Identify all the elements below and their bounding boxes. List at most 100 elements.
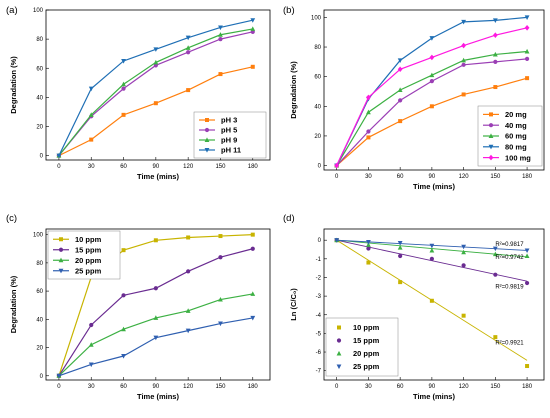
data-point (218, 321, 223, 327)
legend-marker (204, 137, 210, 142)
data-point (250, 232, 255, 237)
data-point (153, 286, 158, 291)
data-point (366, 246, 371, 251)
data-point (398, 98, 403, 103)
data-point (56, 153, 62, 159)
series-15-ppm (56, 246, 255, 378)
panel-1: (a) 0 30 60 90 120 150 180 0 20 40 60 80 100 Time (min… (6, 5, 271, 181)
data-point (429, 247, 435, 253)
data-point (493, 272, 498, 277)
data-point (250, 26, 256, 31)
data-point (397, 240, 403, 246)
data-point (398, 280, 403, 285)
data-point (334, 238, 340, 243)
data-point (88, 112, 94, 117)
legend-entry: pH 11 (221, 146, 241, 155)
y-tick-label: 0 (40, 374, 44, 380)
data-point (429, 36, 435, 41)
legend-entry: pH 9 (221, 136, 237, 145)
y-tick-label: 20 (36, 125, 43, 131)
x-tick-label: 90 (429, 384, 436, 390)
data-point (185, 45, 191, 50)
data-point (153, 335, 159, 341)
legend-marker (205, 118, 209, 122)
x-tick-label: 120 (183, 384, 194, 390)
data-point (250, 64, 255, 69)
data-point (492, 18, 498, 23)
data-point (89, 137, 94, 142)
data-point (185, 308, 191, 313)
panel-4: (d) 0 30 60 90 120 150 180 0 -1 -2 -3 -4 -5 -6 -7 Time (… (283, 213, 545, 401)
x-tick-label: 120 (183, 164, 194, 170)
plot-frame (45, 228, 271, 381)
data-point (218, 32, 223, 37)
legend-entry: 25 ppm (75, 266, 102, 275)
y-tick-label: 60 (36, 289, 43, 295)
legend-marker (204, 127, 210, 133)
panel-2: (b) 0 30 60 90 120 150 180 0 20 40 60 80 100 Time (min… (283, 5, 545, 191)
data-point (366, 109, 371, 115)
data-point (121, 81, 126, 87)
legend-entry: 10 ppm (75, 235, 102, 244)
x-tick-label: 150 (490, 174, 501, 180)
data-point (524, 48, 530, 54)
data-point (429, 72, 435, 78)
data-point (218, 234, 223, 239)
y-tick-label: -5 (316, 331, 322, 337)
y-tick-label: -6 (316, 350, 322, 356)
data-point (250, 246, 255, 251)
y-tick-label: -4 (316, 313, 322, 319)
data-point (250, 291, 256, 296)
legend-marker (489, 112, 493, 117)
data-point (461, 313, 466, 318)
y-tick-label: 40 (36, 95, 43, 101)
data-point (492, 251, 498, 257)
y-tick-label: 60 (314, 75, 321, 81)
legend-entry: pH 5 (221, 126, 237, 135)
data-point (88, 342, 94, 347)
x-tick-label: 0 (57, 164, 61, 170)
data-point (492, 32, 498, 38)
data-point (429, 243, 435, 249)
data-point (153, 238, 158, 243)
data-point (429, 298, 434, 303)
x-axis-label: Time (mins) (413, 182, 455, 191)
x-tick-label: 120 (459, 174, 470, 180)
data-point (218, 255, 223, 260)
data-point (121, 326, 126, 332)
data-point (461, 249, 467, 255)
data-point (492, 51, 498, 57)
r-squared-annotation: R²=0.9817 (495, 242, 524, 248)
data-point (461, 244, 467, 250)
x-tick-label: 90 (153, 164, 160, 170)
legend-marker (58, 268, 64, 274)
x-tick-label: 30 (365, 174, 372, 180)
data-point (525, 76, 530, 81)
plot-frame (323, 9, 545, 171)
data-point (88, 86, 94, 92)
x-tick-label: 60 (120, 164, 127, 170)
y-tick-label: 80 (36, 37, 43, 43)
panel-label: (a) (6, 5, 18, 16)
legend-entry: 25 ppm (353, 362, 380, 371)
data-point (186, 235, 191, 240)
x-tick-label: 180 (248, 164, 259, 170)
legend-entry: 100 mg (505, 153, 531, 162)
data-point (121, 112, 126, 117)
x-tick-label: 0 (335, 174, 339, 180)
y-tick-label: 40 (314, 104, 321, 110)
series-20-ppm (56, 291, 256, 378)
x-tick-label: 90 (153, 384, 160, 390)
panel-3: (c) 0 30 60 90 120 150 180 0 20 40 60 80 100 Time (min… (6, 213, 271, 401)
data-point (429, 256, 434, 261)
data-point (397, 66, 403, 73)
legend-entry: 15 ppm (353, 336, 380, 345)
legend-marker (58, 247, 64, 252)
x-tick-label: 150 (215, 384, 226, 390)
data-point (186, 50, 191, 55)
data-point (524, 56, 530, 61)
data-point (366, 240, 371, 245)
data-point (429, 104, 434, 109)
data-point (218, 72, 223, 77)
